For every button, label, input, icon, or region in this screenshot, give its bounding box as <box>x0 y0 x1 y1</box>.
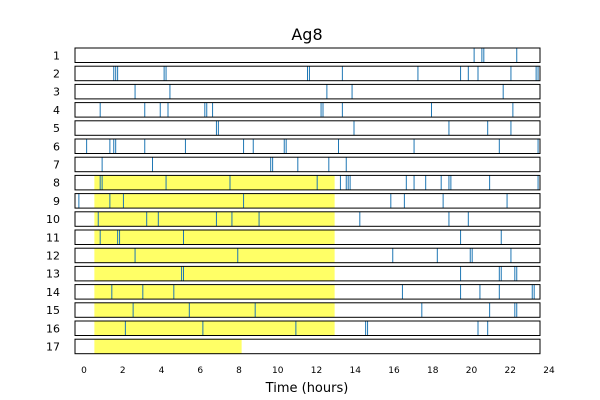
highlight-span <box>94 211 335 227</box>
x-axis-ticks: 0 2 4 6 8 10 12 14 16 18 20 22 24 <box>81 366 555 376</box>
highlight-span <box>94 302 335 318</box>
x-tick-label: 2 <box>120 366 126 376</box>
raster-row: 13 <box>46 265 541 282</box>
row-label: 16 <box>46 322 60 335</box>
row-label: 6 <box>53 140 60 153</box>
raster-row: 10 <box>46 211 541 227</box>
row-frame <box>74 102 541 118</box>
raster-row: 11 <box>46 229 541 245</box>
row-frame <box>74 47 541 63</box>
highlight-span <box>94 230 335 245</box>
raster-row: 17 <box>46 338 541 355</box>
raster-row: 12 <box>46 247 541 264</box>
raster-row: 6 <box>53 138 541 154</box>
raster-row: 16 <box>46 320 541 336</box>
highlight-span <box>94 193 335 209</box>
row-label: 2 <box>53 67 60 80</box>
row-label: 13 <box>46 268 60 281</box>
row-label: 4 <box>53 104 60 117</box>
row-frame <box>74 320 541 336</box>
x-tick-label: 4 <box>159 366 165 376</box>
row-frame <box>74 65 541 82</box>
row-label: 9 <box>53 195 60 208</box>
row-label: 8 <box>53 177 60 190</box>
x-tick-label: 24 <box>543 366 555 376</box>
x-tick-label: 18 <box>427 366 439 376</box>
row-frame <box>74 83 541 100</box>
row-frame <box>74 174 541 191</box>
highlight-span <box>94 321 335 336</box>
x-tick-label: 16 <box>388 366 400 376</box>
row-label: 11 <box>46 231 60 244</box>
x-tick-label: 20 <box>466 366 478 376</box>
x-tick-label: 10 <box>272 366 284 376</box>
x-axis-label: Time (hours) <box>265 381 349 396</box>
row-label: 5 <box>53 122 60 135</box>
row-frame <box>74 229 541 245</box>
row-frame <box>74 120 541 136</box>
raster-row: 1 <box>53 47 541 63</box>
chart-title: Ag8 <box>291 25 322 44</box>
row-label: 15 <box>46 304 60 317</box>
x-tick-label: 14 <box>350 366 362 376</box>
row-frame <box>74 338 541 355</box>
highlight-span <box>94 284 335 300</box>
raster-row: 4 <box>53 102 541 118</box>
x-tick-label: 8 <box>236 366 242 376</box>
row-frame <box>74 265 541 282</box>
raster-row: 15 <box>46 302 541 318</box>
highlight-span <box>94 175 335 190</box>
highlight-span <box>94 266 335 281</box>
raster-row: 8 <box>53 174 541 191</box>
x-tick-label: 6 <box>197 366 203 376</box>
row-frame <box>74 247 541 264</box>
highlight-span <box>94 339 242 354</box>
row-label: 17 <box>46 340 60 353</box>
row-label: 1 <box>53 49 60 62</box>
row-frame <box>74 156 541 173</box>
raster-row: 7 <box>53 156 541 173</box>
row-frame <box>74 302 541 318</box>
row-label: 12 <box>46 249 60 262</box>
row-frame <box>74 211 541 227</box>
row-frame <box>74 284 541 300</box>
raster-row: 5 <box>53 120 541 136</box>
row-frame <box>74 193 541 209</box>
x-tick-label: 12 <box>311 366 322 376</box>
raster-row: 14 <box>46 284 541 300</box>
row-label: 3 <box>53 86 60 99</box>
row-label: 7 <box>53 158 60 171</box>
highlight-span <box>94 248 335 263</box>
raster-row: 3 <box>53 83 541 100</box>
row-label: 14 <box>46 286 60 299</box>
row-label: 10 <box>46 213 60 226</box>
raster-row: 2 <box>53 65 541 82</box>
row-frame <box>74 138 541 154</box>
x-tick-label: 22 <box>505 366 516 376</box>
x-tick-label: 0 <box>81 366 87 376</box>
raster-row: 9 <box>53 193 541 209</box>
